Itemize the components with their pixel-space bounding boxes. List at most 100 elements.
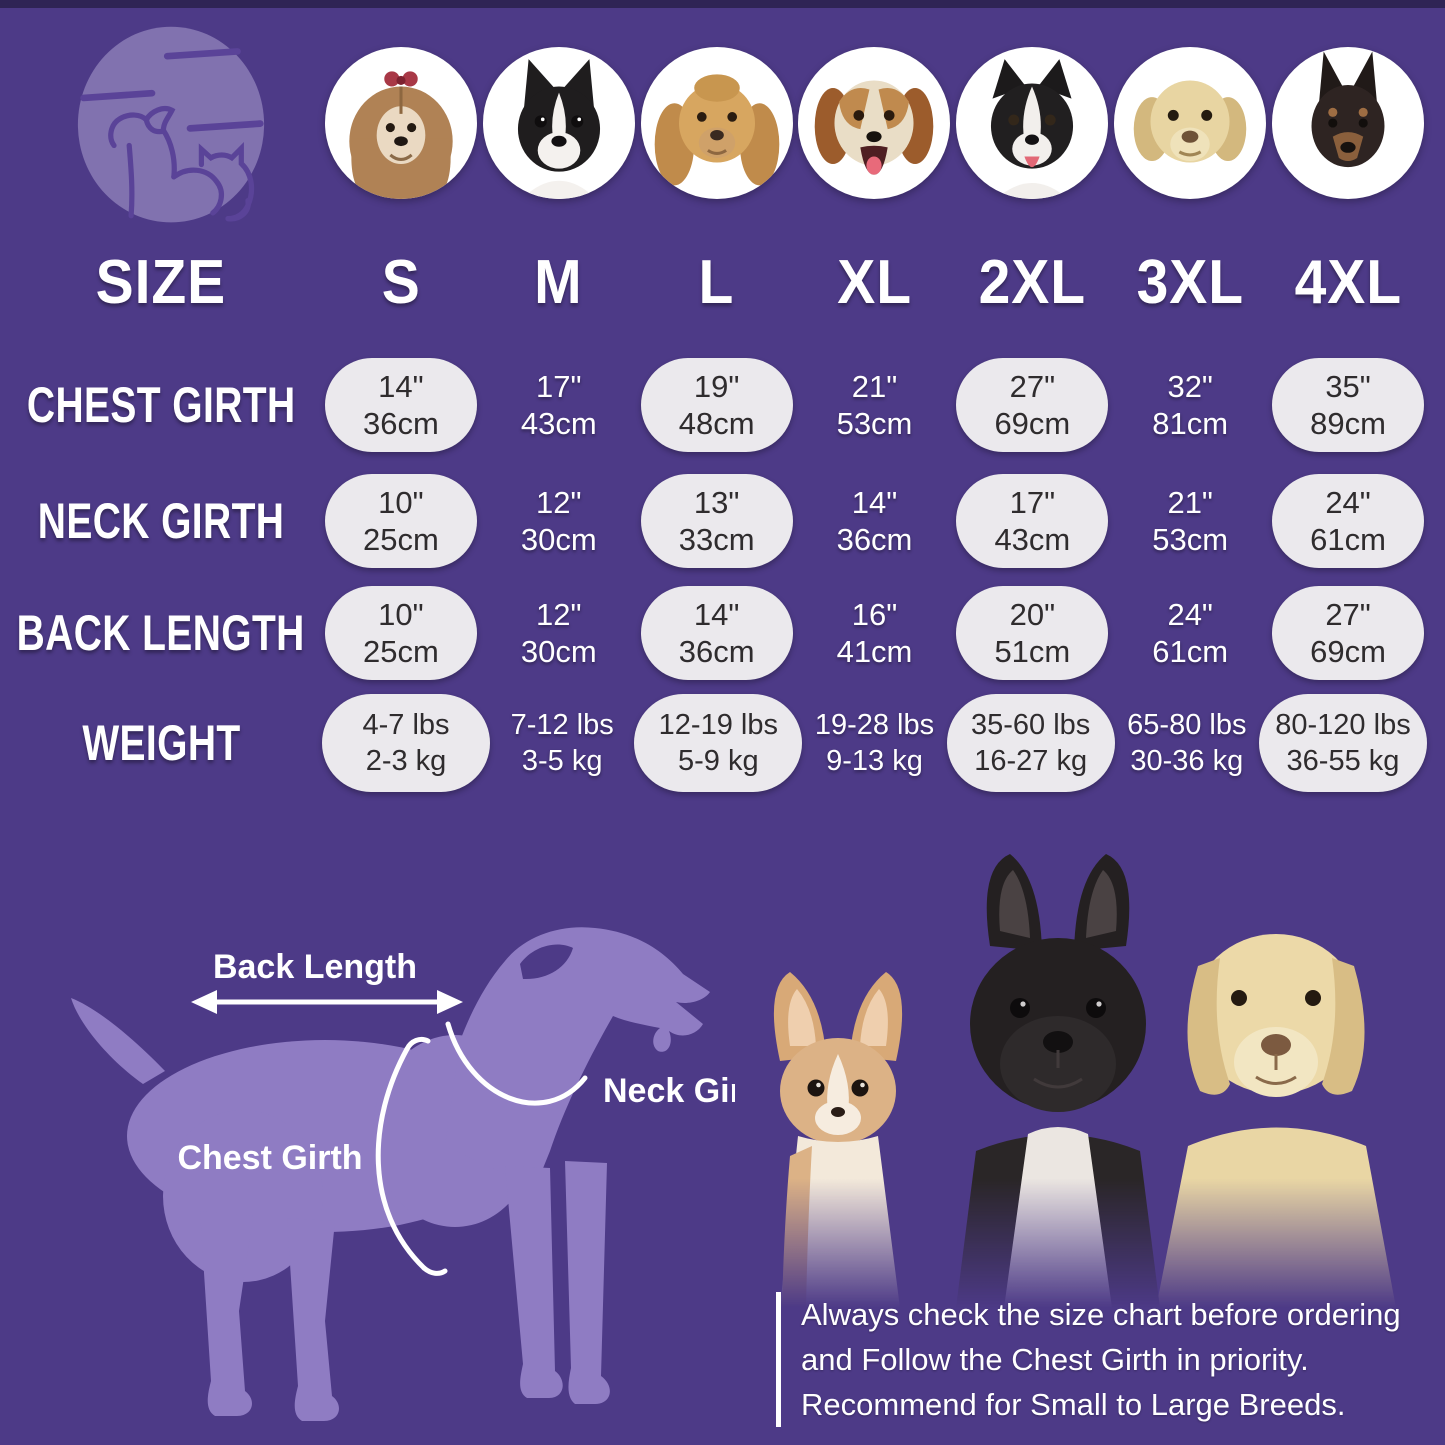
inches-value: 21" bbox=[851, 369, 898, 404]
inches-value: 14" bbox=[378, 369, 424, 404]
kg-value: 36-55 kg bbox=[1286, 745, 1400, 777]
cm-value: 33cm bbox=[678, 522, 755, 557]
value-cell: 35-60 lbs 16-27 kg bbox=[946, 694, 1115, 792]
inches-value: 14" bbox=[693, 597, 740, 632]
size-header-3xl: 3XL bbox=[1136, 247, 1244, 317]
value-cell: 24" 61cm bbox=[1111, 596, 1269, 670]
cm-value: 61cm bbox=[1152, 634, 1229, 669]
note-line: Recommend for Small to Large Breeds. bbox=[801, 1387, 1346, 1422]
cm-value: 61cm bbox=[1310, 522, 1386, 557]
value-cell: 80-120 lbs 36-55 kg bbox=[1258, 694, 1427, 792]
neck-girth-row: NECK GIRTH 10" 25cm 12" 30cm 13" 33cm 14" 36… bbox=[0, 474, 1445, 568]
cm-value: 25cm bbox=[363, 522, 439, 557]
value-cell: 21" 53cm bbox=[1111, 484, 1269, 558]
value-cell: 12" 30cm bbox=[480, 596, 638, 670]
chihuahua-photo bbox=[773, 972, 903, 1308]
breed-photo-shih-tzu-icon bbox=[324, 47, 477, 199]
value-cell: 65-80 lbs 30-36 kg bbox=[1115, 707, 1259, 779]
dog-ear-notch bbox=[520, 944, 573, 980]
inches-value: 16" bbox=[851, 597, 898, 632]
lbs-value: 35-60 lbs bbox=[971, 709, 1091, 741]
value-cell: 10" 25cm bbox=[324, 586, 477, 680]
value-cell: 14" 36cm bbox=[796, 484, 954, 558]
inches-value: 10" bbox=[378, 485, 424, 520]
inches-value: 17" bbox=[536, 369, 582, 404]
kg-value: 30-36 kg bbox=[1130, 745, 1244, 777]
cm-value: 53cm bbox=[836, 406, 913, 441]
value-cell: 12" 30cm bbox=[480, 484, 638, 558]
labrador-photo bbox=[1156, 934, 1396, 1308]
lbs-value: 7-12 lbs bbox=[510, 709, 614, 741]
cm-value: 69cm bbox=[994, 406, 1071, 441]
lbs-value: 4-7 lbs bbox=[362, 709, 450, 741]
dog-silhouette-tail bbox=[71, 998, 165, 1084]
cm-value: 43cm bbox=[994, 522, 1071, 557]
value-cell: 35" 89cm bbox=[1272, 358, 1425, 452]
cm-value: 48cm bbox=[678, 406, 755, 441]
cm-value: 30cm bbox=[520, 634, 597, 669]
inches-value: 17" bbox=[1009, 485, 1056, 520]
value-cell: 27" 69cm bbox=[956, 358, 1109, 452]
inches-value: 32" bbox=[1167, 369, 1213, 404]
brand-logo-dog-cat-icon bbox=[77, 26, 265, 223]
value-cell: 24" 61cm bbox=[1272, 474, 1425, 568]
inches-value: 27" bbox=[1009, 369, 1056, 404]
size-header-4xl: 4XL bbox=[1294, 247, 1402, 317]
cm-value: 36cm bbox=[363, 406, 439, 441]
inches-value: 24" bbox=[1325, 485, 1371, 520]
inches-value: 27" bbox=[1325, 597, 1371, 632]
back-length-label: Back Length bbox=[213, 948, 417, 986]
neck-girth-curve bbox=[445, 1021, 588, 1106]
back-length-row: BACK LENGTH 10" 25cm 12" 30cm 14" 36cm 16" 4… bbox=[0, 586, 1445, 680]
row-label-chest-girth: CHEST GIRTH bbox=[26, 377, 296, 433]
value-cell: 20" 51cm bbox=[956, 586, 1109, 680]
inches-value: 20" bbox=[1009, 597, 1056, 632]
dog-silhouette-hind-leg bbox=[200, 1211, 253, 1416]
dog-silhouette-front-leg bbox=[565, 1161, 610, 1404]
size-header-xl: XL bbox=[837, 247, 912, 317]
cm-value: 69cm bbox=[1310, 634, 1386, 669]
inches-value: 13" bbox=[693, 485, 740, 520]
arrowhead-left bbox=[191, 990, 217, 1014]
breed-photo-boston-terrier-icon bbox=[482, 47, 635, 199]
value-cell: 14" 36cm bbox=[324, 358, 477, 452]
inches-value: 12" bbox=[536, 485, 582, 520]
inches-value: 12" bbox=[536, 597, 582, 632]
cm-value: 89cm bbox=[1310, 406, 1386, 441]
dog-measurement-diagram: Back Length Neck Girth Chest Girth bbox=[71, 927, 735, 1421]
size-header-s: S bbox=[381, 247, 421, 317]
inches-value: 35" bbox=[1325, 369, 1371, 404]
size-header-row: SIZE S M L XL 2XL 3XL 4XL bbox=[0, 238, 1445, 326]
chest-girth-curve bbox=[375, 1046, 427, 1271]
note-line: and Follow the Chest Girth in priority. bbox=[801, 1342, 1309, 1377]
chest-girth-label: Chest Girth bbox=[177, 1139, 362, 1177]
value-cell: 4-7 lbs 2-3 kg bbox=[322, 694, 490, 792]
dog-silhouette-head-neck bbox=[445, 927, 710, 1188]
cm-value: 41cm bbox=[836, 634, 913, 669]
kg-value: 2-3 kg bbox=[365, 745, 447, 777]
value-cell: 32" 81cm bbox=[1111, 368, 1269, 442]
cm-value: 36cm bbox=[678, 634, 755, 669]
row-label-weight: WEIGHT bbox=[81, 715, 241, 771]
breed-photo-labrador-icon bbox=[1114, 47, 1267, 199]
value-cell: 17" 43cm bbox=[956, 474, 1109, 568]
breed-photo-beagle-icon bbox=[798, 47, 951, 199]
cm-value: 53cm bbox=[1152, 522, 1229, 557]
value-cell: 16" 41cm bbox=[796, 596, 954, 670]
row-label-back-length: BACK LENGTH bbox=[16, 605, 306, 661]
dog-silhouette-hind-leg bbox=[287, 1218, 339, 1421]
top-edge-strip bbox=[0, 0, 1445, 8]
dog-silhouette-front-leg bbox=[505, 1166, 563, 1398]
lbs-value: 19-28 lbs bbox=[814, 709, 935, 741]
value-cell: 14" 36cm bbox=[640, 586, 793, 680]
value-cell: 13" 33cm bbox=[640, 474, 793, 568]
dog-group-photo bbox=[773, 854, 1396, 1308]
arrowhead-right bbox=[437, 990, 463, 1014]
value-cell: 27" 69cm bbox=[1272, 586, 1425, 680]
kg-value: 3-5 kg bbox=[521, 745, 603, 777]
inches-value: 19" bbox=[693, 369, 740, 404]
lbs-value: 80-120 lbs bbox=[1275, 709, 1411, 741]
inches-value: 24" bbox=[1167, 597, 1213, 632]
cm-value: 43cm bbox=[520, 406, 597, 441]
